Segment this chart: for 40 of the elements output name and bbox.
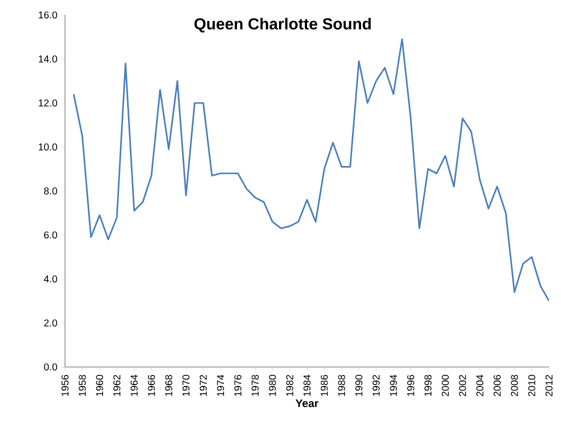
y-tick-label: 8.0: [44, 187, 58, 195]
x-tick-label: 1990: [355, 374, 362, 396]
x-tick-label: 2004: [476, 374, 484, 396]
x-axis-title: Year: [296, 400, 318, 408]
x-tick-label: 1994: [390, 374, 397, 396]
x-tick-label: 1964: [130, 374, 138, 396]
x-tick-label: 1968: [165, 374, 172, 396]
x-tick-label: 1996: [407, 374, 414, 396]
x-tick-label: 2000: [442, 374, 449, 396]
x-tick-label: 2002: [459, 375, 466, 396]
x-tick-label: 2006: [494, 374, 501, 396]
x-tick-label: 1986: [320, 374, 328, 396]
x-tick-label: 1974: [217, 374, 224, 396]
x-tick-label: 1980: [268, 374, 276, 396]
y-tick-label: 14.0: [38, 55, 58, 63]
x-tick-label: 2010: [528, 374, 536, 396]
x-tick-label: 2008: [510, 374, 518, 396]
y-tick-label: 10.0: [38, 143, 58, 151]
x-tick-label: 1960: [96, 374, 104, 396]
x-tick-label: 1956: [61, 374, 69, 396]
y-tick-label: 4.0: [44, 275, 58, 283]
x-tick-label: 1962: [113, 375, 120, 396]
chart-title: Queen Charlotte Sound: [194, 18, 371, 32]
y-tick-label: 12.0: [38, 99, 58, 107]
x-tick-label: 1978: [252, 374, 259, 396]
y-tick-label: 6.0: [44, 231, 58, 239]
x-tick-label: 1966: [148, 374, 155, 396]
x-tick-label: 1984: [303, 374, 311, 396]
x-tick-label: 1998: [424, 374, 432, 396]
x-tick-label: 1992: [372, 375, 380, 396]
x-tick-label: 1970: [182, 374, 190, 396]
x-tick-label: 1972: [200, 375, 207, 396]
y-tick-label: 0.0: [44, 363, 58, 371]
x-tick-label: 1958: [78, 374, 86, 396]
y-tick-label: 2.0: [44, 319, 58, 327]
y-tick-label: 16.0: [38, 11, 58, 19]
x-tick-label: 2012: [545, 375, 553, 396]
x-tick-label: 1982: [286, 375, 294, 396]
x-tick-label: 1988: [338, 374, 346, 396]
x-tick-label: 1976: [234, 374, 242, 396]
